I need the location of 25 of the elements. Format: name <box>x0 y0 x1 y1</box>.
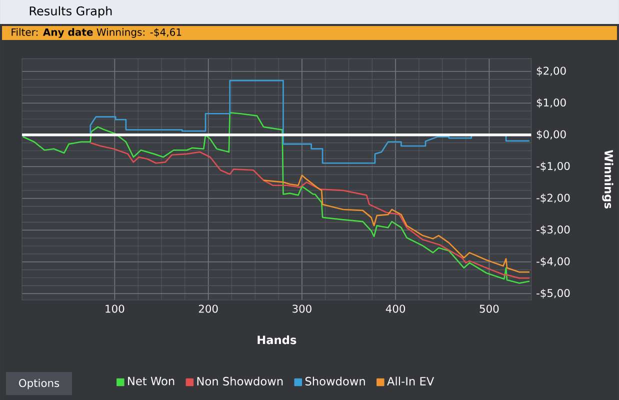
legend-label: All-In EV <box>387 376 434 386</box>
y-tick-label: -$5,00 <box>536 288 570 298</box>
y-tick-label: -$2,00 <box>536 194 570 204</box>
legend-label: Showdown <box>305 376 365 386</box>
line-series <box>22 112 530 284</box>
x-tick-label: 400 <box>386 304 406 313</box>
x-axis-title: Hands <box>258 335 296 344</box>
y-tick-label: -$1,00 <box>536 162 570 172</box>
y-axis-title: Winnings <box>602 150 614 208</box>
x-tick-label: 300 <box>292 304 312 313</box>
y-tick-label: $2,00 <box>536 66 566 76</box>
line-series <box>262 174 530 273</box>
x-tick-label: 100 <box>106 304 124 313</box>
y-tick-label: $1,00 <box>536 98 566 108</box>
chart-title: Results Graph <box>30 6 112 18</box>
y-tick-label: -$3,00 <box>536 225 570 235</box>
y-tick-label: -$4,00 <box>536 257 570 267</box>
line-series <box>90 142 530 279</box>
y-tick-label: $0,00 <box>536 130 566 140</box>
x-tick-label: 500 <box>480 304 499 313</box>
text: Options <box>19 378 60 390</box>
legend-label: Non Showdown <box>197 376 283 386</box>
chart-subtitle: Filter: Any date Winnings: -$4,61 <box>12 28 182 38</box>
x-tick-label: 200 <box>198 304 218 313</box>
legend-label: Net Won <box>128 376 174 386</box>
